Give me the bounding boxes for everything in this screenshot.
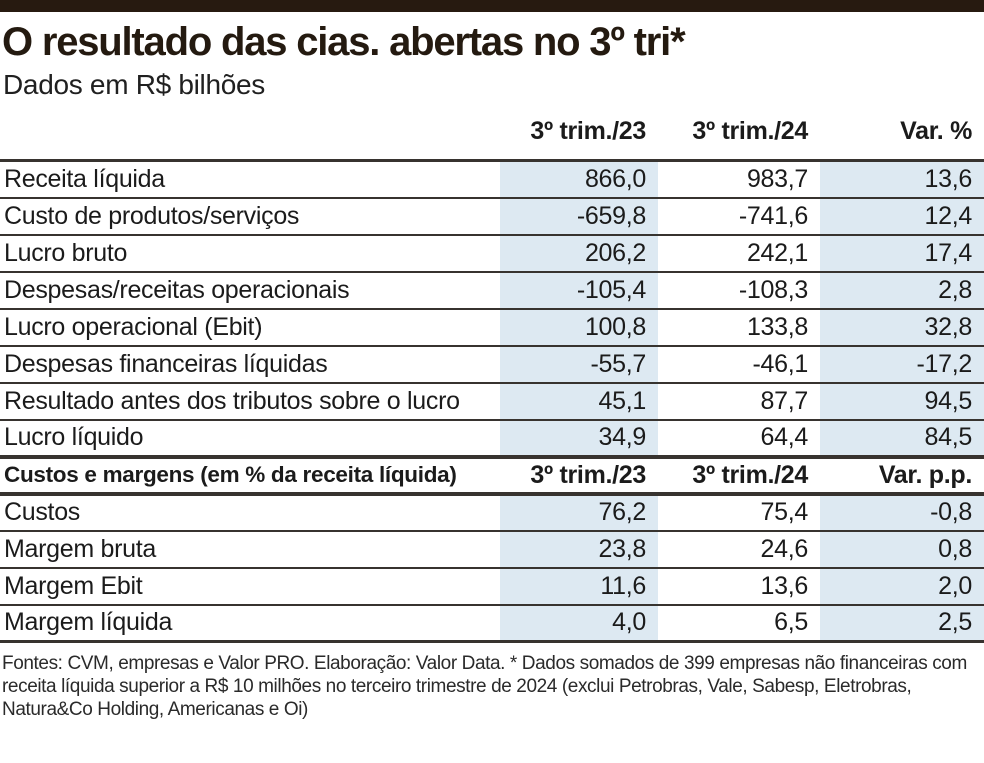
cell-var: 0,8 <box>820 530 984 569</box>
cell-var: 94,5 <box>820 382 984 421</box>
cell-label: Lucro líquido <box>0 419 500 458</box>
cell-q3-23: 11,6 <box>500 567 658 606</box>
cell-q3-23: 23,8 <box>500 530 658 569</box>
cell-label: Lucro operacional (Ebit) <box>0 308 500 347</box>
page-title: O resultado das cias. abertas no 3º tri* <box>2 20 686 64</box>
cell-q3-24: -46,1 <box>658 345 820 384</box>
cell-var: 2,8 <box>820 271 984 310</box>
cell-q3-23: -659,8 <box>500 197 658 236</box>
cell-q3-23: 76,2 <box>500 493 658 532</box>
col-header-var-pct: Var. % <box>820 101 984 162</box>
page-subtitle: Dados em R$ bilhões <box>3 69 265 100</box>
cell-var: 12,4 <box>820 197 984 236</box>
cell-var: 2,5 <box>820 604 984 643</box>
table-row: Resultado antes dos tributos sobre o luc… <box>0 382 984 421</box>
cell-q3-23: 34,9 <box>500 419 658 458</box>
cell-q3-23: 206,2 <box>500 234 658 273</box>
cell-var: 32,8 <box>820 308 984 347</box>
cell-var: 2,0 <box>820 567 984 606</box>
cell-q3-24: 24,6 <box>658 530 820 569</box>
cell-var: 84,5 <box>820 419 984 458</box>
cell-q3-23: 45,1 <box>500 382 658 421</box>
cell-q3-24: 133,8 <box>658 308 820 347</box>
cell-q3-24: 87,7 <box>658 382 820 421</box>
source-note: Fontes: CVM, empresas e Valor PRO. Elabo… <box>2 653 967 720</box>
table-row: Receita líquida 866,0 983,7 13,6 <box>0 160 984 199</box>
cell-q3-23: -105,4 <box>500 271 658 310</box>
cell-q3-23: 100,8 <box>500 308 658 347</box>
cell-q3-24: 983,7 <box>658 160 820 199</box>
cell-label: Margem líquida <box>0 604 500 643</box>
cell-q3-23: 4,0 <box>500 604 658 643</box>
section-header-q3-24: 3º trim./24 <box>658 454 820 496</box>
top-accent-bar <box>0 0 984 12</box>
table-row: Despesas financeiras líquidas -55,7 -46,… <box>0 345 984 384</box>
cell-q3-23: -55,7 <box>500 345 658 384</box>
cell-q3-24: 242,1 <box>658 234 820 273</box>
section-header-row: Custos e margens (em % da receita líquid… <box>0 454 984 496</box>
col-header-empty <box>0 101 500 162</box>
table-row: Lucro bruto 206,2 242,1 17,4 <box>0 234 984 273</box>
cell-label: Resultado antes dos tributos sobre o luc… <box>0 382 500 421</box>
cell-label: Custo de produtos/serviços <box>0 197 500 236</box>
cell-var: 17,4 <box>820 234 984 273</box>
cell-label: Margem bruta <box>0 530 500 569</box>
table-row: Lucro operacional (Ebit) 100,8 133,8 32,… <box>0 308 984 347</box>
table-row: Margem líquida 4,0 6,5 2,5 <box>0 604 984 643</box>
cell-label: Lucro bruto <box>0 234 500 273</box>
section-header-var-pp: Var. p.p. <box>820 454 984 496</box>
cell-var: 13,6 <box>820 160 984 199</box>
col-header-q3-24: 3º trim./24 <box>658 101 820 162</box>
table-row: Custo de produtos/serviços -659,8 -741,6… <box>0 197 984 236</box>
cell-label: Custos <box>0 493 500 532</box>
cell-label: Margem Ebit <box>0 567 500 606</box>
table-row: Lucro líquido 34,9 64,4 84,5 <box>0 419 984 458</box>
cell-var: -17,2 <box>820 345 984 384</box>
section-header-q3-23: 3º trim./23 <box>500 454 658 496</box>
cell-q3-24: -108,3 <box>658 271 820 310</box>
section-header-label: Custos e margens (em % da receita líquid… <box>0 454 500 496</box>
table-row: Margem bruta 23,8 24,6 0,8 <box>0 530 984 569</box>
cell-q3-24: 64,4 <box>658 419 820 458</box>
table-row: Despesas/receitas operacionais -105,4 -1… <box>0 271 984 310</box>
cell-q3-24: 75,4 <box>658 493 820 532</box>
cell-q3-24: -741,6 <box>658 197 820 236</box>
cell-q3-23: 866,0 <box>500 160 658 199</box>
cell-label: Receita líquida <box>0 160 500 199</box>
results-table: 3º trim./23 3º trim./24 Var. % Receita l… <box>0 101 984 643</box>
column-header-row: 3º trim./23 3º trim./24 Var. % <box>0 101 984 162</box>
table-row: Margem Ebit 11,6 13,6 2,0 <box>0 567 984 606</box>
cell-label: Despesas financeiras líquidas <box>0 345 500 384</box>
table-row: Custos 76,2 75,4 -0,8 <box>0 493 984 532</box>
cell-label: Despesas/receitas operacionais <box>0 271 500 310</box>
cell-q3-24: 6,5 <box>658 604 820 643</box>
cell-q3-24: 13,6 <box>658 567 820 606</box>
col-header-q3-23: 3º trim./23 <box>500 101 658 162</box>
cell-var: -0,8 <box>820 493 984 532</box>
